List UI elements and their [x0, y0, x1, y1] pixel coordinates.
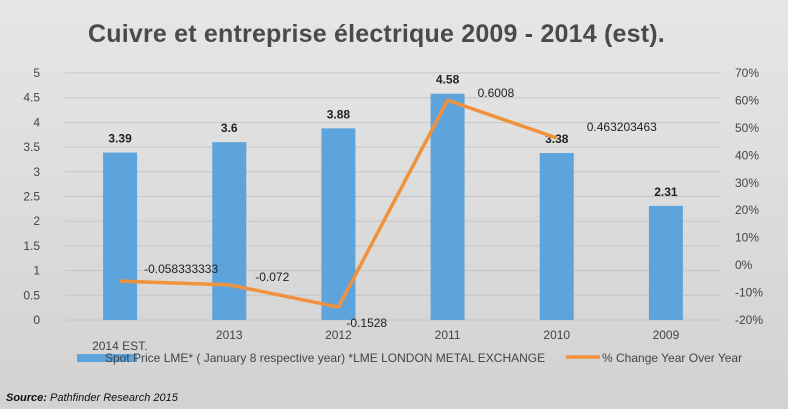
bar — [321, 128, 356, 320]
left-tick-label: 1.5 — [23, 239, 40, 253]
left-tick-label: 4.5 — [23, 91, 40, 105]
left-tick-label: 3.5 — [23, 140, 40, 154]
source-note: Source: Pathfinder Research 2015 — [6, 392, 178, 404]
x-tick-label: 2010 — [543, 328, 570, 342]
right-tick-label: 70% — [735, 66, 759, 80]
right-tick-label: 60% — [735, 93, 759, 107]
bar — [430, 93, 465, 320]
left-tick-label: 0.5 — [23, 288, 40, 302]
right-tick-label: 0% — [735, 258, 753, 272]
bar-data-label: 2.31 — [654, 185, 678, 199]
left-tick-label: 2.5 — [23, 190, 40, 204]
line-series — [120, 98, 558, 309]
source-label: Source: — [6, 392, 47, 404]
right-tick-label: 30% — [735, 176, 759, 190]
bar — [648, 205, 683, 320]
legend-line-label: % Change Year Over Year — [602, 351, 742, 365]
line-data-label: 0.463203463 — [587, 120, 657, 134]
left-tick-label: 4 — [33, 115, 40, 129]
right-tick-label: -10% — [735, 286, 763, 300]
left-tick-label: 3 — [33, 165, 40, 179]
left-tick-label: 0 — [33, 313, 40, 327]
bar-data-label: 3.88 — [327, 107, 351, 121]
x-tick-label: 2013 — [216, 328, 243, 342]
bar — [539, 153, 574, 320]
right-tick-label: -20% — [735, 313, 763, 327]
right-tick-label: 10% — [735, 231, 759, 245]
x-tick-label: 2014 EST. — [92, 339, 147, 353]
right-tick-label: 40% — [735, 148, 759, 162]
bar-data-label: 4.58 — [436, 73, 460, 87]
chart-title: Cuivre et entreprise électrique 2009 - 2… — [88, 20, 665, 48]
bar — [212, 142, 247, 320]
bar-data-label: 3.6 — [221, 121, 238, 135]
x-tick-label: 2011 — [435, 328, 461, 342]
x-tick-label: 2009 — [653, 328, 680, 342]
right-tick-label: 50% — [735, 121, 759, 135]
left-tick-label: 5 — [33, 66, 40, 80]
right-tick-label: 20% — [735, 203, 759, 217]
left-tick-label: 1 — [33, 264, 40, 278]
line-data-label: -0.058333333 — [144, 262, 218, 276]
legend-bar-label: Spot Price LME* ( January 8 respective y… — [105, 351, 545, 365]
source-text: Pathfinder Research 2015 — [50, 392, 178, 404]
line-data-label: -0.072 — [255, 270, 289, 284]
bar-data-label: 3.39 — [108, 132, 132, 146]
left-tick-label: 2 — [33, 214, 40, 228]
x-tick-label: 2012 — [325, 328, 352, 342]
line-data-label: 0.6008 — [478, 86, 515, 100]
line-data-label: -0.1528 — [346, 316, 387, 330]
bar — [103, 152, 138, 320]
legend-bar-swatch — [77, 354, 137, 362]
